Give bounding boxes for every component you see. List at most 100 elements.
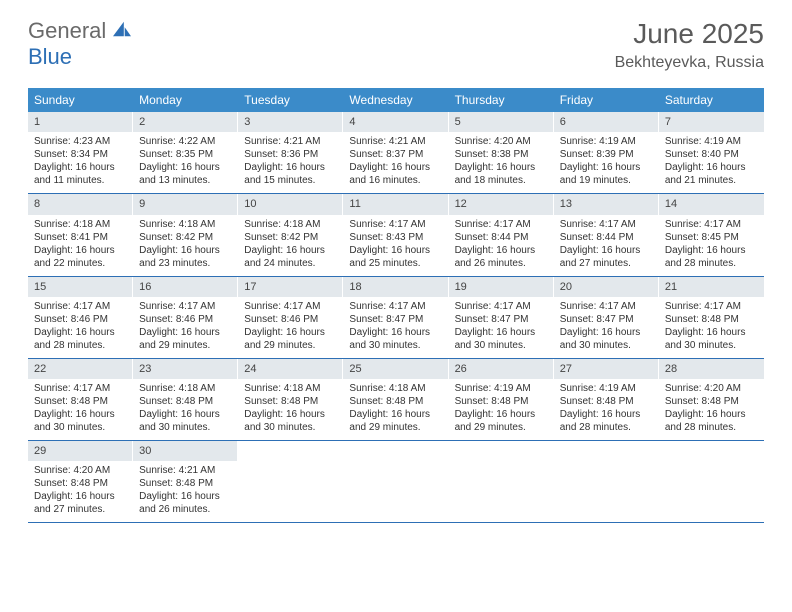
- sunrise-line: Sunrise: 4:21 AM: [139, 464, 232, 477]
- day-body: Sunrise: 4:18 AMSunset: 8:42 PMDaylight:…: [238, 215, 343, 276]
- day-cell: 16Sunrise: 4:17 AMSunset: 8:46 PMDayligh…: [133, 277, 238, 358]
- weekday-header: Tuesday: [238, 88, 343, 112]
- header: General Blue June 2025 Bekhteyevka, Russ…: [0, 0, 792, 80]
- day-number: 13: [554, 194, 659, 214]
- day-cell: 12Sunrise: 4:17 AMSunset: 8:44 PMDayligh…: [449, 194, 554, 275]
- day-cell: 20Sunrise: 4:17 AMSunset: 8:47 PMDayligh…: [554, 277, 659, 358]
- day-number: 11: [343, 194, 448, 214]
- sunset-line: Sunset: 8:48 PM: [665, 395, 758, 408]
- day-number: 3: [238, 112, 343, 132]
- daylight-line: Daylight: 16 hours and 16 minutes.: [349, 161, 442, 187]
- day-cell: 8Sunrise: 4:18 AMSunset: 8:41 PMDaylight…: [28, 194, 133, 275]
- sunrise-line: Sunrise: 4:19 AM: [560, 382, 653, 395]
- sunrise-line: Sunrise: 4:17 AM: [349, 300, 442, 313]
- daylight-line: Daylight: 16 hours and 26 minutes.: [455, 244, 548, 270]
- daylight-line: Daylight: 16 hours and 15 minutes.: [244, 161, 337, 187]
- sunset-line: Sunset: 8:48 PM: [665, 313, 758, 326]
- day-body: Sunrise: 4:17 AMSunset: 8:46 PMDaylight:…: [133, 297, 238, 358]
- sunset-line: Sunset: 8:48 PM: [244, 395, 337, 408]
- day-number: 29: [28, 441, 133, 461]
- day-cell: [449, 441, 554, 522]
- day-number: 30: [133, 441, 238, 461]
- daylight-line: Daylight: 16 hours and 11 minutes.: [34, 161, 127, 187]
- weekday-header: Friday: [554, 88, 659, 112]
- sunrise-line: Sunrise: 4:21 AM: [244, 135, 337, 148]
- sunset-line: Sunset: 8:45 PM: [665, 231, 758, 244]
- day-cell: [659, 441, 764, 522]
- daylight-line: Daylight: 16 hours and 30 minutes.: [34, 408, 127, 434]
- sunset-line: Sunset: 8:48 PM: [34, 395, 127, 408]
- day-cell: 23Sunrise: 4:18 AMSunset: 8:48 PMDayligh…: [133, 359, 238, 440]
- sunset-line: Sunset: 8:48 PM: [139, 477, 232, 490]
- sunrise-line: Sunrise: 4:18 AM: [139, 218, 232, 231]
- sunrise-line: Sunrise: 4:17 AM: [349, 218, 442, 231]
- day-cell: 4Sunrise: 4:21 AMSunset: 8:37 PMDaylight…: [343, 112, 448, 193]
- day-body: Sunrise: 4:17 AMSunset: 8:45 PMDaylight:…: [659, 215, 764, 276]
- sunrise-line: Sunrise: 4:18 AM: [139, 382, 232, 395]
- day-number: [554, 441, 659, 461]
- sunrise-line: Sunrise: 4:18 AM: [244, 382, 337, 395]
- day-number: 10: [238, 194, 343, 214]
- sunset-line: Sunset: 8:47 PM: [560, 313, 653, 326]
- day-cell: 29Sunrise: 4:20 AMSunset: 8:48 PMDayligh…: [28, 441, 133, 522]
- day-cell: [554, 441, 659, 522]
- day-body: Sunrise: 4:19 AMSunset: 8:40 PMDaylight:…: [659, 132, 764, 193]
- day-number: 28: [659, 359, 764, 379]
- sunset-line: Sunset: 8:37 PM: [349, 148, 442, 161]
- daylight-line: Daylight: 16 hours and 28 minutes.: [665, 244, 758, 270]
- day-number: 2: [133, 112, 238, 132]
- daylight-line: Daylight: 16 hours and 30 minutes.: [455, 326, 548, 352]
- day-number: 20: [554, 277, 659, 297]
- day-number: 6: [554, 112, 659, 132]
- day-cell: 25Sunrise: 4:18 AMSunset: 8:48 PMDayligh…: [343, 359, 448, 440]
- daylight-line: Daylight: 16 hours and 29 minutes.: [244, 326, 337, 352]
- logo-word-general: General: [28, 18, 106, 43]
- day-number: 24: [238, 359, 343, 379]
- sunset-line: Sunset: 8:35 PM: [139, 148, 232, 161]
- day-number: 25: [343, 359, 448, 379]
- day-cell: 6Sunrise: 4:19 AMSunset: 8:39 PMDaylight…: [554, 112, 659, 193]
- sunset-line: Sunset: 8:38 PM: [455, 148, 548, 161]
- sunset-line: Sunset: 8:41 PM: [34, 231, 127, 244]
- sunrise-line: Sunrise: 4:18 AM: [244, 218, 337, 231]
- day-cell: 11Sunrise: 4:17 AMSunset: 8:43 PMDayligh…: [343, 194, 448, 275]
- location: Bekhteyevka, Russia: [615, 54, 764, 72]
- sunrise-line: Sunrise: 4:22 AM: [139, 135, 232, 148]
- sunrise-line: Sunrise: 4:18 AM: [34, 218, 127, 231]
- sunset-line: Sunset: 8:47 PM: [455, 313, 548, 326]
- day-cell: 22Sunrise: 4:17 AMSunset: 8:48 PMDayligh…: [28, 359, 133, 440]
- sunset-line: Sunset: 8:44 PM: [455, 231, 548, 244]
- day-cell: 1Sunrise: 4:23 AMSunset: 8:34 PMDaylight…: [28, 112, 133, 193]
- day-number: 12: [449, 194, 554, 214]
- day-number: 18: [343, 277, 448, 297]
- day-body: Sunrise: 4:21 AMSunset: 8:37 PMDaylight:…: [343, 132, 448, 193]
- sunset-line: Sunset: 8:46 PM: [34, 313, 127, 326]
- sunrise-line: Sunrise: 4:17 AM: [34, 382, 127, 395]
- daylight-line: Daylight: 16 hours and 25 minutes.: [349, 244, 442, 270]
- sunset-line: Sunset: 8:47 PM: [349, 313, 442, 326]
- week-row: 8Sunrise: 4:18 AMSunset: 8:41 PMDaylight…: [28, 194, 764, 276]
- day-cell: [343, 441, 448, 522]
- day-body: Sunrise: 4:17 AMSunset: 8:48 PMDaylight:…: [28, 379, 133, 440]
- day-cell: 3Sunrise: 4:21 AMSunset: 8:36 PMDaylight…: [238, 112, 343, 193]
- day-number: [659, 441, 764, 461]
- daylight-line: Daylight: 16 hours and 27 minutes.: [560, 244, 653, 270]
- day-body: Sunrise: 4:18 AMSunset: 8:41 PMDaylight:…: [28, 215, 133, 276]
- sunrise-line: Sunrise: 4:20 AM: [665, 382, 758, 395]
- day-cell: 18Sunrise: 4:17 AMSunset: 8:47 PMDayligh…: [343, 277, 448, 358]
- day-cell: 14Sunrise: 4:17 AMSunset: 8:45 PMDayligh…: [659, 194, 764, 275]
- sunset-line: Sunset: 8:48 PM: [139, 395, 232, 408]
- weekday-header: Wednesday: [343, 88, 448, 112]
- day-number: 23: [133, 359, 238, 379]
- day-number: 8: [28, 194, 133, 214]
- day-body: Sunrise: 4:21 AMSunset: 8:48 PMDaylight:…: [133, 461, 238, 522]
- day-cell: 19Sunrise: 4:17 AMSunset: 8:47 PMDayligh…: [449, 277, 554, 358]
- day-body: Sunrise: 4:19 AMSunset: 8:48 PMDaylight:…: [554, 379, 659, 440]
- title-block: June 2025 Bekhteyevka, Russia: [615, 18, 764, 72]
- sunrise-line: Sunrise: 4:23 AM: [34, 135, 127, 148]
- sunset-line: Sunset: 8:44 PM: [560, 231, 653, 244]
- sunrise-line: Sunrise: 4:19 AM: [665, 135, 758, 148]
- day-number: 4: [343, 112, 448, 132]
- week-row: 22Sunrise: 4:17 AMSunset: 8:48 PMDayligh…: [28, 359, 764, 441]
- sunset-line: Sunset: 8:48 PM: [34, 477, 127, 490]
